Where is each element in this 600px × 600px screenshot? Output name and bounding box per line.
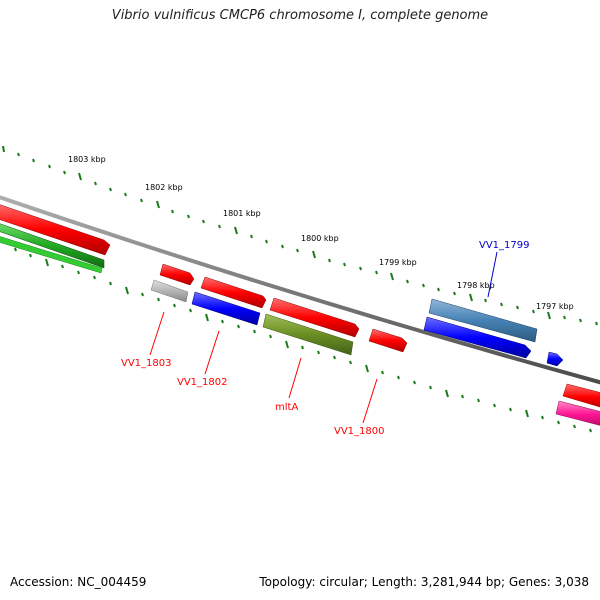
accession-text: Accession: NC_004459: [10, 575, 147, 589]
gene-features: [0, 203, 600, 428]
inner-scale-ticks: [14, 247, 592, 433]
kbp-label-1798: 1798 kbp: [457, 281, 495, 290]
gene-label-vv1-1802[interactable]: VV1_1802: [177, 377, 228, 388]
gene-red-1802[interactable]: [200, 276, 267, 309]
gene-label-vv1-1803[interactable]: VV1_1803: [121, 358, 172, 369]
scale-labels: 1803 kbp 1802 kbp 1801 kbp 1800 kbp 1799…: [68, 155, 574, 311]
gene-red-mlta[interactable]: [269, 297, 360, 338]
gene-olive-mlta[interactable]: [262, 313, 354, 356]
gene-red-right[interactable]: [562, 383, 600, 410]
gene-red-left[interactable]: [0, 203, 111, 256]
gene-label-mlta[interactable]: mltA: [275, 402, 298, 413]
genome-stats-text: Topology: circular; Length: 3,281,944 bp…: [259, 575, 589, 589]
gene-steel-1799[interactable]: [428, 298, 538, 343]
gene-pink-right[interactable]: [555, 400, 600, 428]
map-title: Vibrio vulnificus CMCP6 chromosome I, co…: [111, 8, 489, 23]
gene-label-vv1-1799[interactable]: VV1_1799: [479, 240, 530, 251]
label-leader-lines: [149, 251, 498, 424]
kbp-label-1800: 1800 kbp: [301, 234, 339, 243]
kbp-label-1797: 1797 kbp: [536, 302, 574, 311]
gene-green-dark-left[interactable]: [0, 222, 105, 269]
gene-red-1803[interactable]: [159, 263, 195, 286]
gene-green-light-left[interactable]: [0, 235, 103, 274]
kbp-label-1802: 1802 kbp: [145, 183, 183, 192]
kbp-label-1801: 1801 kbp: [223, 209, 261, 218]
gene-red-1800[interactable]: [368, 328, 408, 353]
genome-backbone: [0, 195, 600, 385]
outer-scale-ticks: [2, 145, 598, 326]
gene-blue-small[interactable]: [546, 351, 564, 367]
gene-label-vv1-1800[interactable]: VV1_1800: [334, 426, 385, 437]
kbp-label-1803: 1803 kbp: [68, 155, 106, 164]
gene-grey-1803[interactable]: [150, 279, 189, 303]
gene-labels: VV1_1803 VV1_1802 mltA VV1_1800 VV1_1799: [121, 240, 530, 437]
gene-blue-1799[interactable]: [423, 316, 532, 359]
kbp-label-1799: 1799 kbp: [379, 258, 417, 267]
gene-blue-1802[interactable]: [191, 291, 261, 326]
